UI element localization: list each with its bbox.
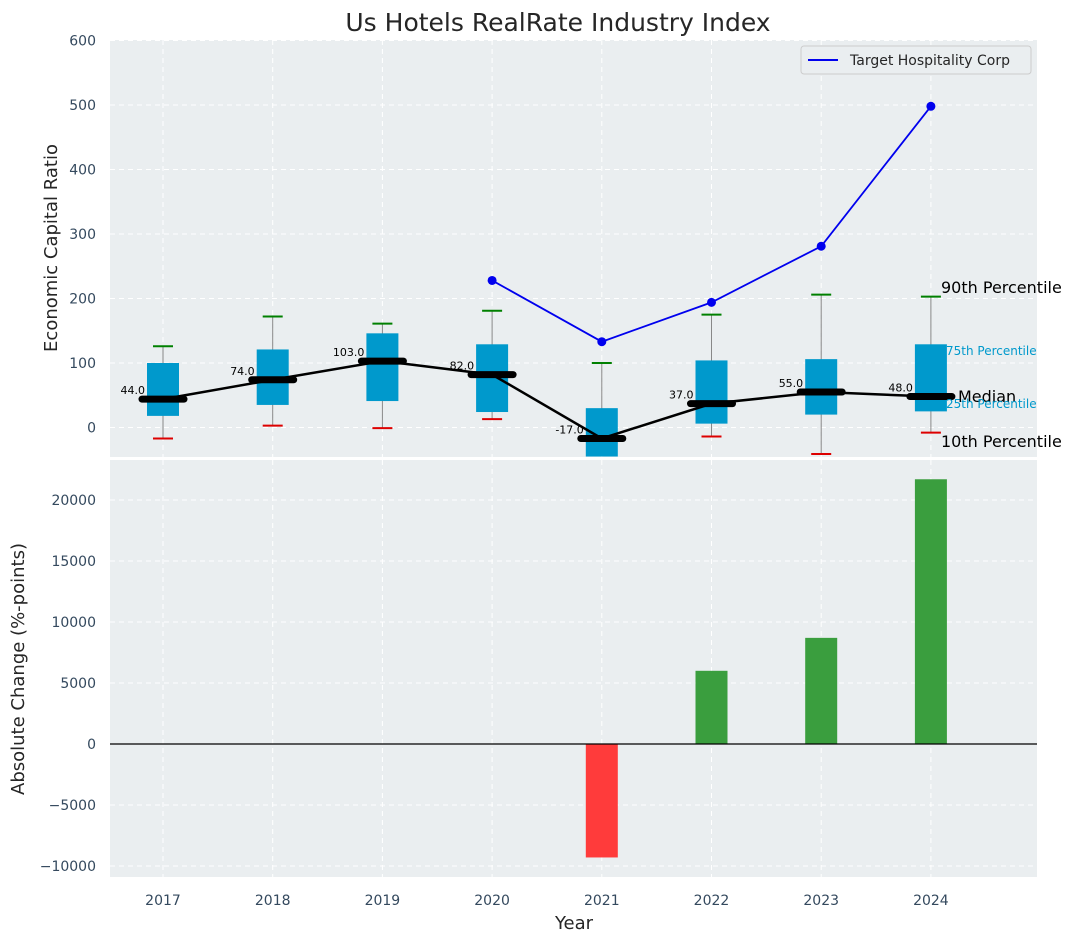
bottom-y-tick-label: 15000 [51,554,96,570]
x-axis-label: Year [554,913,594,934]
bottom-y-tick-label: 10000 [51,615,96,631]
annotation-p10: 10th Percentile [941,432,1062,451]
median-label-2019: 103.0 [333,346,365,359]
x-tick-label-2020: 2020 [474,893,510,909]
top-y-tick-label: 400 [69,163,96,179]
median-label-2024: 48.0 [888,382,913,395]
median-label-2021: -17.0 [555,423,583,436]
top-y-tick-label: 100 [69,356,96,372]
bottom-y-tick-label: 20000 [51,493,96,509]
legend-box [800,45,1032,75]
median-label-2018: 74.0 [230,365,255,378]
annotation-p75: 75th Percentile [946,344,1037,358]
median-label-2022: 37.0 [669,389,694,402]
top-y-tick-label: 500 [69,98,96,114]
series-point-2024 [926,101,936,111]
bottom-y-tick-label: 5000 [60,676,96,692]
x-tick-label-2017: 2017 [145,893,181,909]
x-tick-label-2023: 2023 [803,893,839,909]
top-y-tick-labels: 0 100 200 300 400 500 600 [69,34,96,437]
company-series-line [487,101,936,347]
median-trend-line [162,359,931,440]
bottom-y-axis-label: Absolute Change (%-points) [8,543,29,795]
series-point-2020 [487,275,497,285]
x-tick-label-2024: 2024 [913,893,949,909]
x-tick-label-2018: 2018 [255,893,291,909]
x-tick-label-2022: 2022 [694,893,730,909]
percentile-annotations: 90th Percentile 75th Percentile Median 2… [941,278,1062,451]
annotation-p25: 25th Percentile [946,397,1037,411]
top-y-tick-label: 600 [69,34,96,50]
annotation-p90: 90th Percentile [941,278,1062,297]
change-bar-2023 [805,637,838,744]
series-point-2021 [597,337,607,347]
box-2023 [805,359,838,415]
x-tick-label-2021: 2021 [584,893,620,909]
bottom-y-tick-label: 0 [87,737,96,753]
box-2020 [476,344,509,413]
median-label-2023: 55.0 [779,377,804,390]
box-2024 [914,344,947,412]
top-y-axis-label: Economic Capital Ratio [41,144,62,352]
change-bars [110,479,1037,858]
legend: Target Hospitality Corp [800,45,1032,75]
legend-label: Target Hospitality Corp [849,53,1010,69]
bottom-y-tick-labels: −10000 −5000 0 5000 10000 15000 20000 [40,493,96,875]
box-2019 [366,333,399,402]
panel-separator [110,457,1037,460]
median-polyline [162,359,931,440]
median-label-2017: 44.0 [121,384,146,397]
chart-title: Us Hotels RealRate Industry Index [345,8,770,37]
bottom-y-tick-label: −10000 [40,859,96,875]
box-2022 [695,360,728,424]
bottom-panel-background [110,460,1037,877]
box-2017 [147,363,179,416]
change-bar-2024 [914,479,947,744]
series-point-2023 [816,241,826,251]
top-y-tick-label: 200 [69,292,96,308]
change-bar-2021 [585,744,618,858]
x-tick-labels: 2017 2018 2019 2020 2021 2022 2023 2024 [145,893,949,909]
top-y-tick-label: 300 [69,227,96,243]
x-tick-label-2019: 2019 [365,893,401,909]
series-point-2022 [707,297,716,307]
annotation-median: Median [958,387,1016,406]
bottom-y-tick-label: −5000 [49,798,96,814]
top-y-tick-label: 0 [87,421,96,437]
change-bar-2022 [695,670,728,744]
